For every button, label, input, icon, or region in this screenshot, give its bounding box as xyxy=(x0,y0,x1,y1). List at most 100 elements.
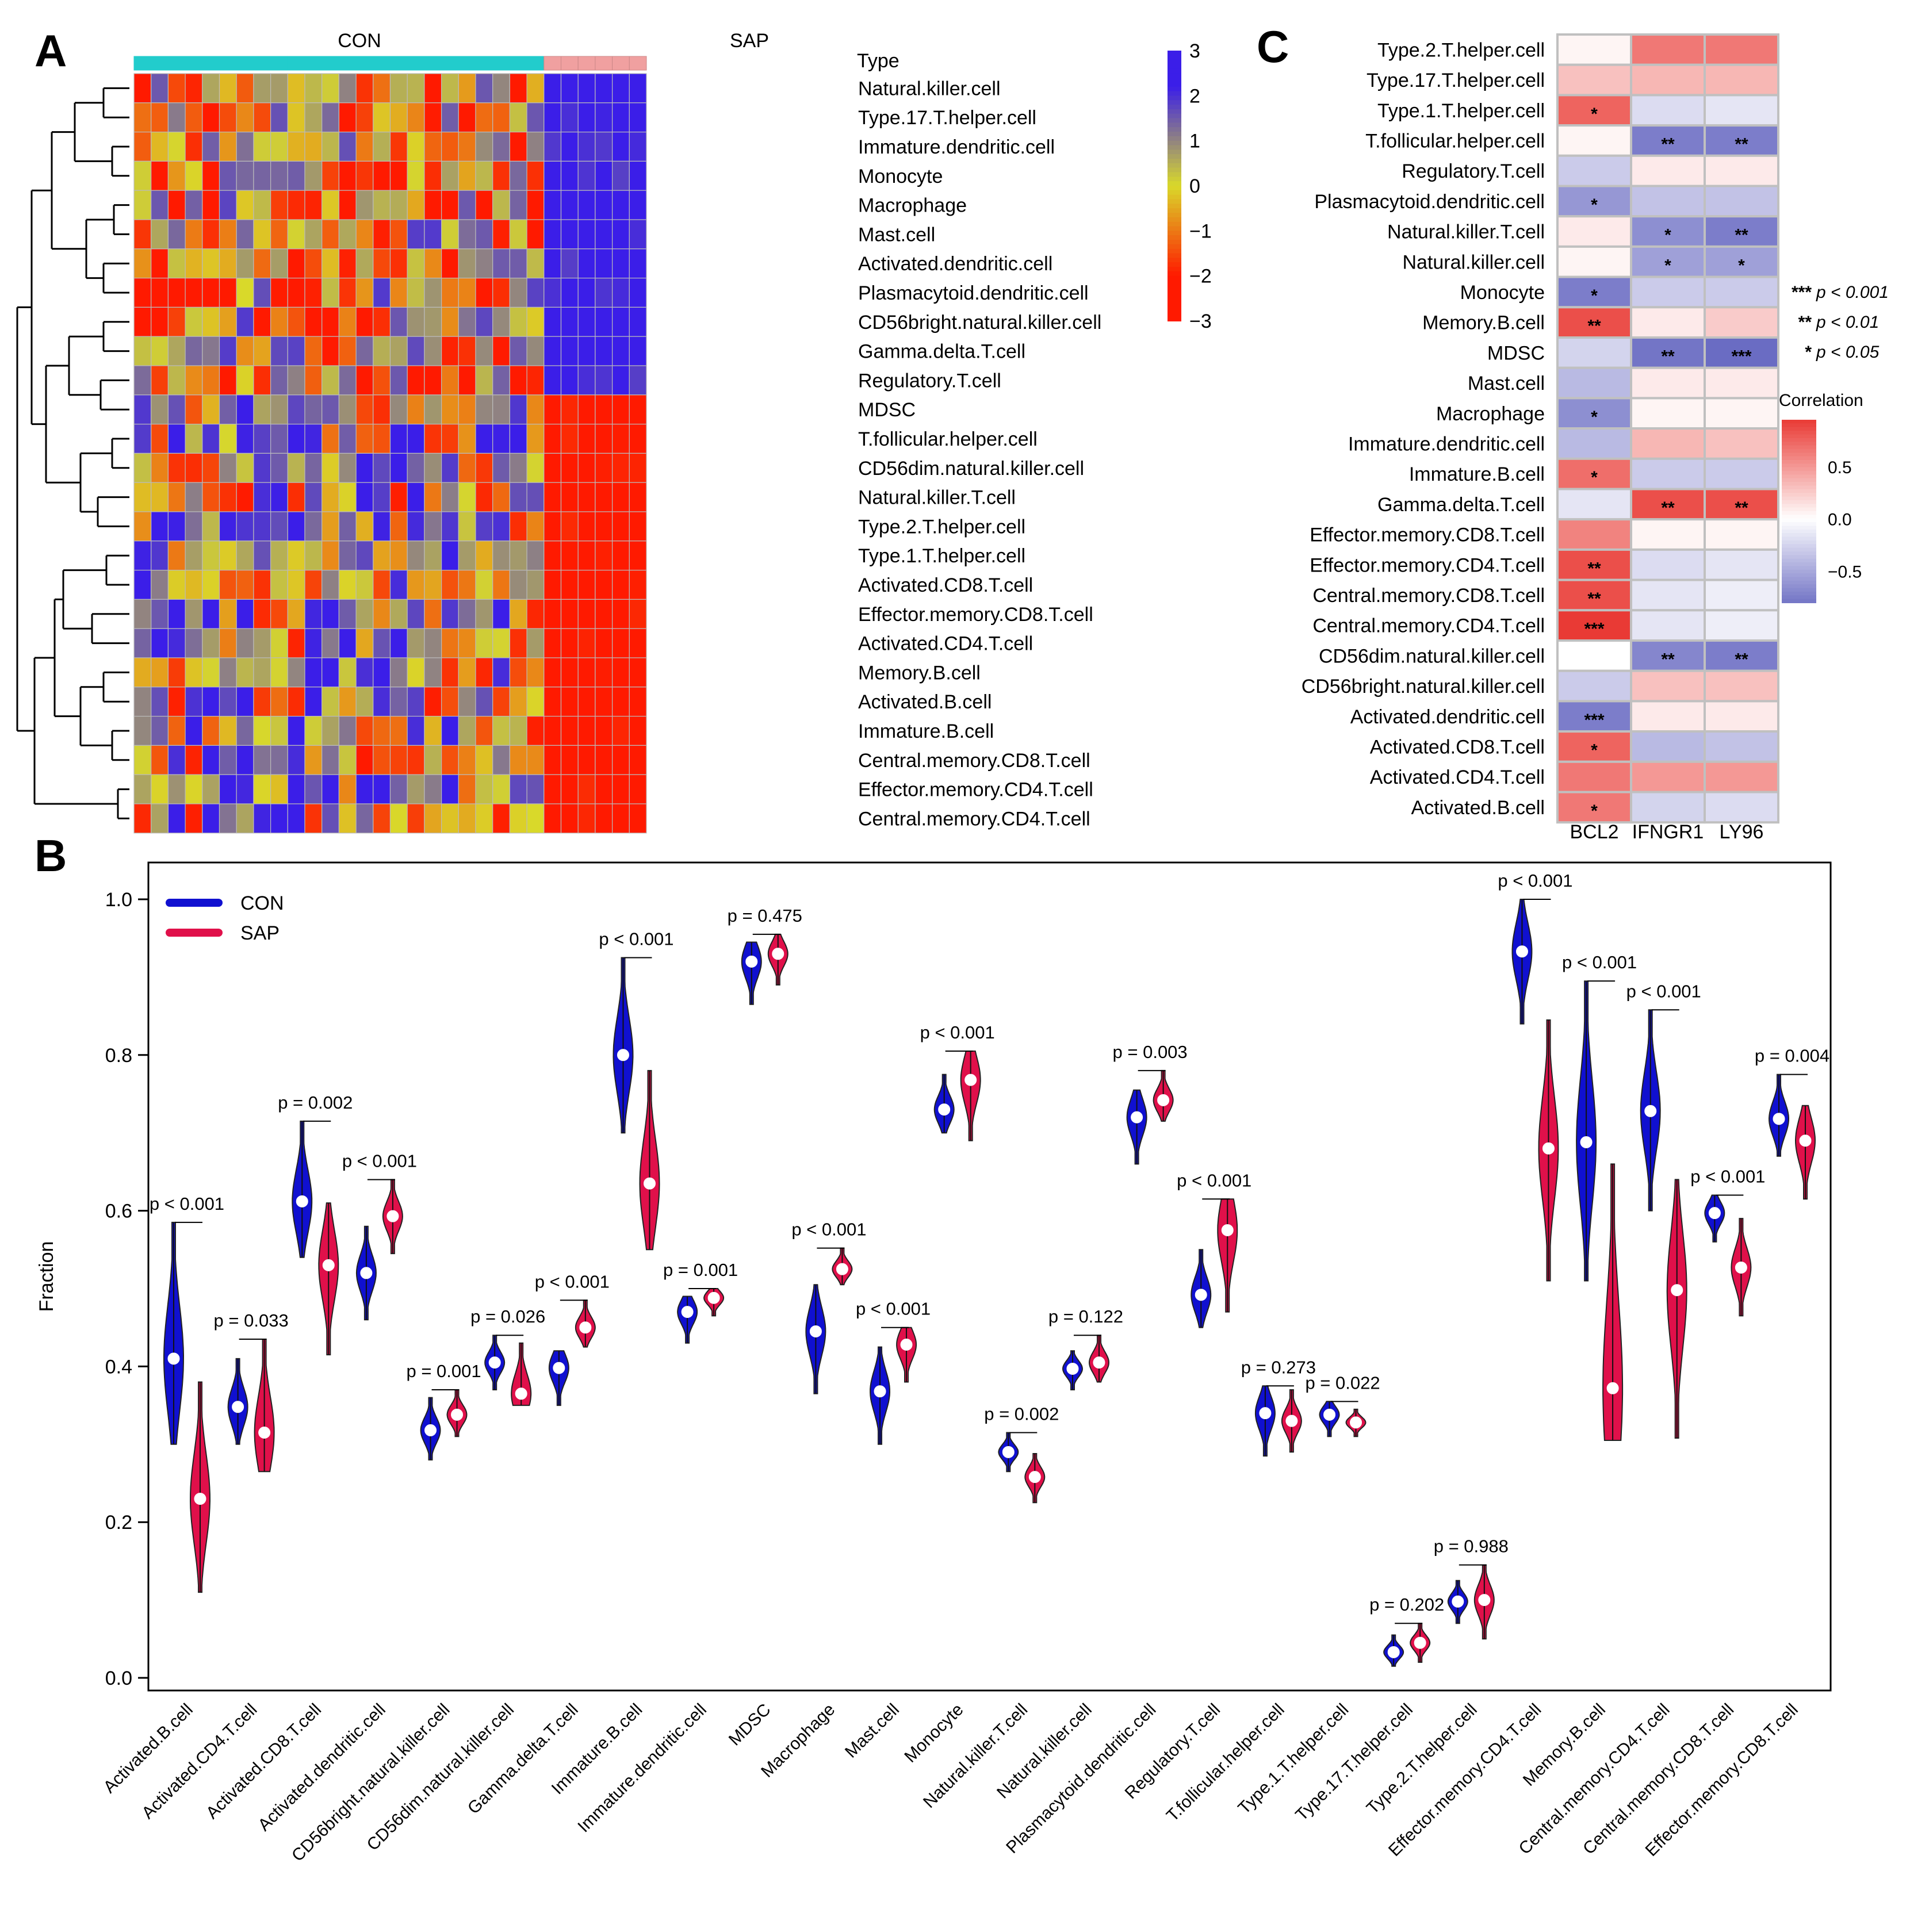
median-point xyxy=(681,1306,694,1318)
correlation-cell xyxy=(1556,63,1632,97)
heatmap-cell xyxy=(185,394,203,425)
heatmap-cell xyxy=(253,102,271,133)
heatmap-cell xyxy=(629,336,647,366)
heatmap-cell xyxy=(219,73,237,103)
heatmap-cell xyxy=(151,160,169,191)
heatmap-cell xyxy=(389,482,408,512)
heatmap-cell xyxy=(595,394,613,425)
heatmap-cell xyxy=(185,423,203,454)
heatmap-cell xyxy=(167,102,186,133)
heatmap-row-label: Type.2.T.helper.cell xyxy=(858,516,1025,538)
heatmap-cell xyxy=(338,423,357,454)
heatmap-cell xyxy=(287,453,305,483)
heatmap-cell xyxy=(253,453,271,483)
correlation-cell xyxy=(1556,669,1632,703)
median-point xyxy=(1221,1224,1234,1236)
colorbar-segment xyxy=(1168,68,1181,74)
heatmap-cell xyxy=(167,657,186,688)
correlation-legend-segment xyxy=(1782,515,1816,519)
heatmap-cell xyxy=(526,628,545,658)
heatmap-cell xyxy=(492,365,511,396)
heatmap-cell xyxy=(441,540,459,571)
heatmap-cell xyxy=(219,102,237,133)
heatmap-cell xyxy=(526,599,545,629)
heatmap-cell xyxy=(424,482,442,512)
heatmap-cell xyxy=(441,336,459,366)
heatmap-cell xyxy=(287,102,305,133)
heatmap-cell xyxy=(543,482,562,512)
heatmap-cell xyxy=(492,540,511,571)
heatmap-cell xyxy=(236,219,254,250)
median-point xyxy=(1606,1382,1619,1394)
heatmap-cell xyxy=(270,278,288,308)
heatmap-cell xyxy=(441,482,459,512)
x-tick-label: Activated.CD4.T.cell xyxy=(138,1700,261,1823)
correlation-cell xyxy=(1630,366,1706,400)
heatmap-cell xyxy=(236,569,254,600)
median-point xyxy=(424,1424,437,1436)
heatmap-cell xyxy=(373,511,391,542)
heatmap-cell xyxy=(236,540,254,571)
heatmap-row-label: Activated.CD8.T.cell xyxy=(858,574,1033,596)
correlation-row-label: Mast.cell xyxy=(1468,373,1545,394)
colorbar-segment xyxy=(1168,91,1181,97)
heatmap-cell xyxy=(373,394,391,425)
colorbar-segment xyxy=(1168,105,1181,110)
heatmap-cell xyxy=(219,423,237,454)
heatmap-cell xyxy=(185,540,203,571)
heatmap-cell xyxy=(202,511,220,542)
heatmap-row-label: Activated.dendritic.cell xyxy=(858,253,1052,275)
median-point xyxy=(579,1321,592,1334)
heatmap-cell xyxy=(577,219,596,250)
significance-star: *** xyxy=(1731,347,1751,366)
correlation-cell xyxy=(1556,578,1632,612)
significance-star: ** xyxy=(1661,135,1675,154)
colorbar-tick: 2 xyxy=(1189,85,1200,107)
correlation-cell xyxy=(1556,639,1632,672)
heatmap-cell xyxy=(373,160,391,191)
heatmap-cell xyxy=(629,306,647,337)
heatmap-cell xyxy=(560,336,579,366)
heatmap-cell xyxy=(577,102,596,133)
p-value-label: p < 0.001 xyxy=(1690,1167,1765,1187)
heatmap-cell xyxy=(287,336,305,366)
heatmap-cell xyxy=(389,774,408,804)
heatmap-cell xyxy=(151,102,169,133)
heatmap-cell xyxy=(185,453,203,483)
heatmap-cell xyxy=(167,482,186,512)
heatmap-cell xyxy=(355,132,374,162)
heatmap-cell xyxy=(560,190,579,220)
x-tick-label: Type.17.T.helper.cell xyxy=(1292,1700,1417,1825)
heatmap-cell xyxy=(595,628,613,658)
correlation-row-label: Activated.CD8.T.cell xyxy=(1370,736,1545,758)
type-bar-con xyxy=(373,56,391,71)
significance-star: * xyxy=(1591,468,1598,487)
heatmap-cell xyxy=(373,132,391,162)
heatmap-cell xyxy=(151,306,169,337)
heatmap-cell xyxy=(543,569,562,600)
heatmap-cell xyxy=(492,160,511,191)
heatmap-cell xyxy=(595,190,613,220)
correlation-col-label: LY96 xyxy=(1720,821,1764,843)
correlation-cell xyxy=(1556,427,1632,460)
correlation-row-label: Natural.killer.T.cell xyxy=(1387,221,1545,243)
heatmap-cell xyxy=(270,453,288,483)
heatmap-cell xyxy=(304,569,323,600)
correlation-cell xyxy=(1704,730,1779,763)
heatmap-cell xyxy=(355,569,374,600)
heatmap-cell xyxy=(492,774,511,804)
heatmap-cell xyxy=(560,657,579,688)
correlation-cell xyxy=(1630,336,1706,369)
heatmap-panel: CON SAP Type Natural.killer.cell Type.17.… xyxy=(16,30,1212,834)
heatmap-cell xyxy=(543,774,562,804)
heatmap-cell xyxy=(133,190,152,220)
group-label-con: CON xyxy=(338,30,381,52)
heatmap-cell xyxy=(253,482,271,512)
correlation-legend-segment xyxy=(1782,507,1816,512)
correlation-col-label: IFNGR1 xyxy=(1632,821,1704,843)
heatmap-cell xyxy=(321,219,340,250)
heatmap-cell xyxy=(304,687,323,717)
heatmap-cell xyxy=(287,715,305,746)
correlation-cell xyxy=(1630,275,1706,309)
heatmap-cell xyxy=(492,628,511,658)
